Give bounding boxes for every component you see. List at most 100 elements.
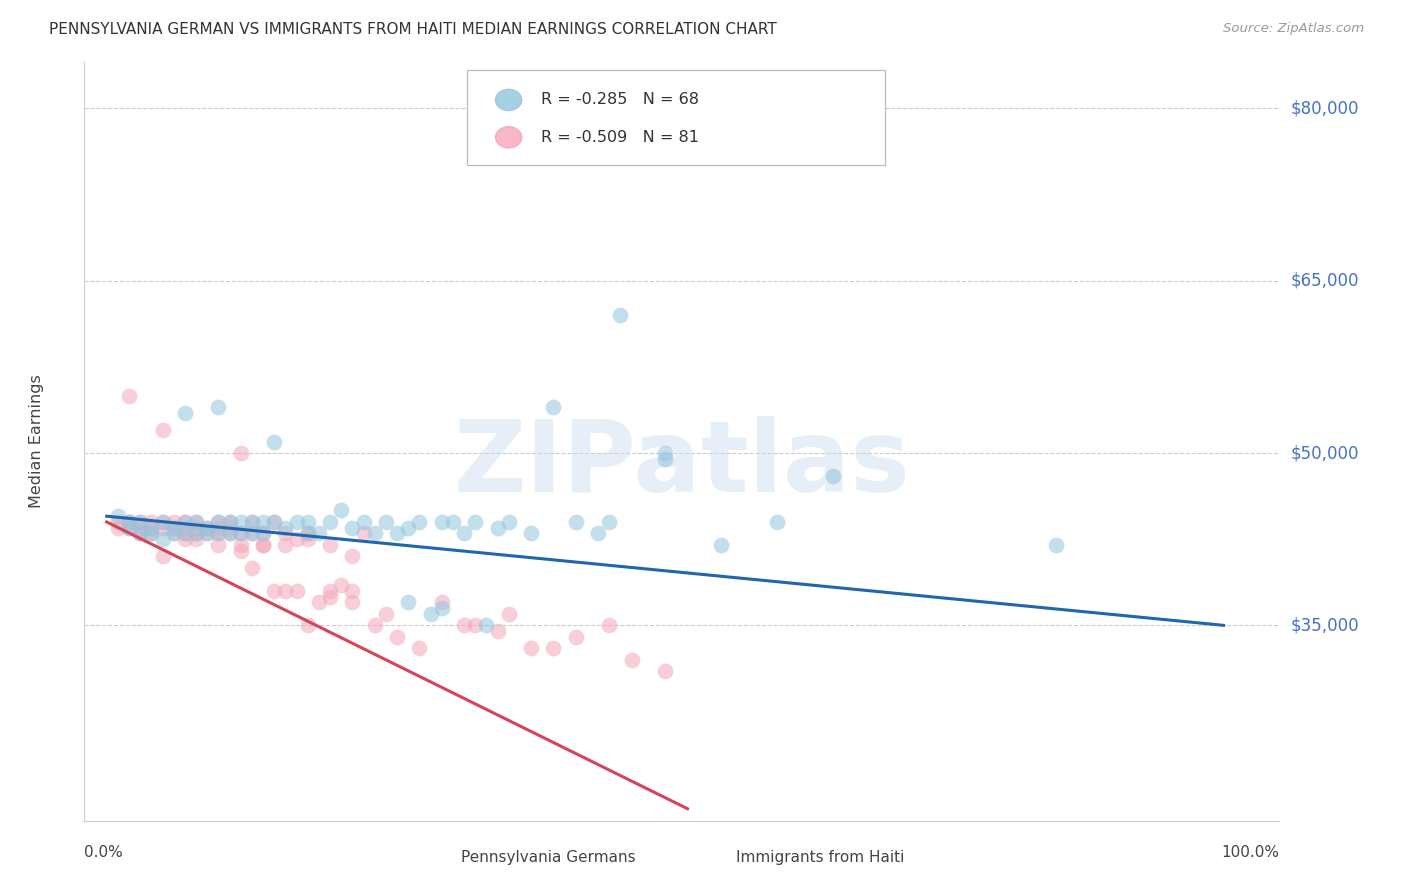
Point: [118, 521, 141, 535]
Text: R = -0.285   N = 68: R = -0.285 N = 68: [541, 93, 699, 107]
Point: [364, 618, 387, 632]
Point: [240, 515, 263, 529]
Point: [207, 521, 229, 535]
Point: [195, 521, 218, 535]
Point: [229, 526, 252, 541]
Point: [520, 526, 543, 541]
Point: [285, 532, 308, 546]
Point: [207, 515, 229, 529]
Text: Median Earnings: Median Earnings: [30, 375, 44, 508]
Point: [229, 543, 252, 558]
Point: [252, 526, 274, 541]
Point: [308, 526, 330, 541]
Point: [274, 538, 297, 552]
Point: [152, 549, 174, 564]
Point: [252, 515, 274, 529]
Point: [229, 446, 252, 460]
Point: [821, 469, 844, 483]
Point: [330, 503, 353, 517]
Point: [195, 526, 218, 541]
Point: [218, 526, 240, 541]
Point: [654, 446, 676, 460]
Point: [173, 532, 195, 546]
Point: [129, 526, 152, 541]
Point: [274, 583, 297, 598]
Text: $50,000: $50,000: [1291, 444, 1360, 462]
Point: [252, 538, 274, 552]
Point: [152, 521, 174, 535]
Point: [453, 618, 475, 632]
Point: [129, 515, 152, 529]
Point: [342, 583, 364, 598]
Point: [229, 538, 252, 552]
Text: Pennsylvania Germans: Pennsylvania Germans: [461, 849, 636, 864]
Point: [240, 515, 263, 529]
Point: [173, 526, 195, 541]
Point: [152, 515, 174, 529]
Point: [353, 526, 375, 541]
Point: [229, 526, 252, 541]
Point: [141, 526, 163, 541]
Point: [274, 521, 297, 535]
Point: [396, 521, 419, 535]
Point: [107, 509, 129, 524]
Point: [184, 515, 207, 529]
Text: PENNSYLVANIA GERMAN VS IMMIGRANTS FROM HAITI MEDIAN EARNINGS CORRELATION CHART: PENNSYLVANIA GERMAN VS IMMIGRANTS FROM H…: [49, 22, 778, 37]
Point: [419, 607, 441, 621]
Point: [609, 308, 631, 322]
Point: [252, 538, 274, 552]
Point: [207, 515, 229, 529]
Point: [308, 595, 330, 609]
Point: [385, 630, 408, 644]
Point: [118, 515, 141, 529]
Point: [129, 526, 152, 541]
Point: [654, 665, 676, 679]
Point: [486, 624, 509, 639]
Point: [173, 526, 195, 541]
Point: [598, 515, 620, 529]
Point: [620, 653, 643, 667]
Point: [374, 515, 396, 529]
Point: [184, 521, 207, 535]
Point: [184, 532, 207, 546]
Point: [430, 595, 453, 609]
Text: R = -0.509   N = 81: R = -0.509 N = 81: [541, 130, 699, 145]
Point: [141, 521, 163, 535]
Point: [598, 618, 620, 632]
Point: [297, 515, 319, 529]
FancyBboxPatch shape: [467, 70, 886, 165]
Point: [129, 515, 152, 529]
Point: [586, 526, 609, 541]
Point: [240, 561, 263, 575]
Point: [319, 590, 342, 604]
Ellipse shape: [495, 89, 522, 111]
Point: [252, 526, 274, 541]
Point: [173, 521, 195, 535]
Point: [441, 515, 464, 529]
Text: 0.0%: 0.0%: [84, 845, 124, 860]
Point: [229, 515, 252, 529]
Text: $65,000: $65,000: [1291, 272, 1360, 290]
Point: [330, 578, 353, 592]
Point: [173, 515, 195, 529]
Point: [464, 515, 486, 529]
Point: [263, 434, 285, 449]
Point: [543, 641, 565, 656]
Point: [654, 451, 676, 466]
Point: [152, 515, 174, 529]
Point: [285, 515, 308, 529]
Point: [207, 538, 229, 552]
Point: [152, 532, 174, 546]
Point: [173, 515, 195, 529]
Point: [520, 641, 543, 656]
Point: [118, 515, 141, 529]
Point: [207, 526, 229, 541]
Text: 100.0%: 100.0%: [1222, 845, 1279, 860]
Point: [218, 515, 240, 529]
Point: [385, 526, 408, 541]
Point: [173, 406, 195, 420]
Point: [475, 618, 498, 632]
Point: [184, 526, 207, 541]
Point: [129, 526, 152, 541]
Point: [710, 538, 733, 552]
